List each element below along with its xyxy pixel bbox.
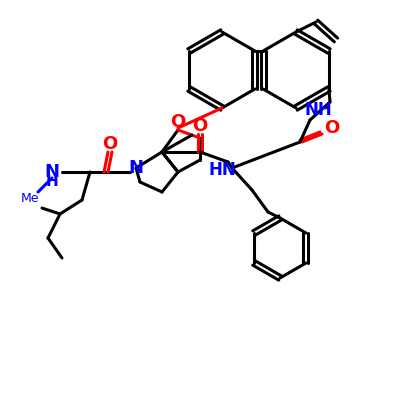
Text: NH: NH xyxy=(304,101,332,119)
Text: H: H xyxy=(46,174,58,190)
Text: O: O xyxy=(170,113,186,131)
Text: O: O xyxy=(192,117,208,135)
Text: N: N xyxy=(128,159,144,177)
Text: O: O xyxy=(324,119,340,137)
Text: O: O xyxy=(102,135,118,153)
Text: N: N xyxy=(44,163,60,181)
Text: Me: Me xyxy=(21,192,39,204)
Text: HN: HN xyxy=(208,161,236,179)
